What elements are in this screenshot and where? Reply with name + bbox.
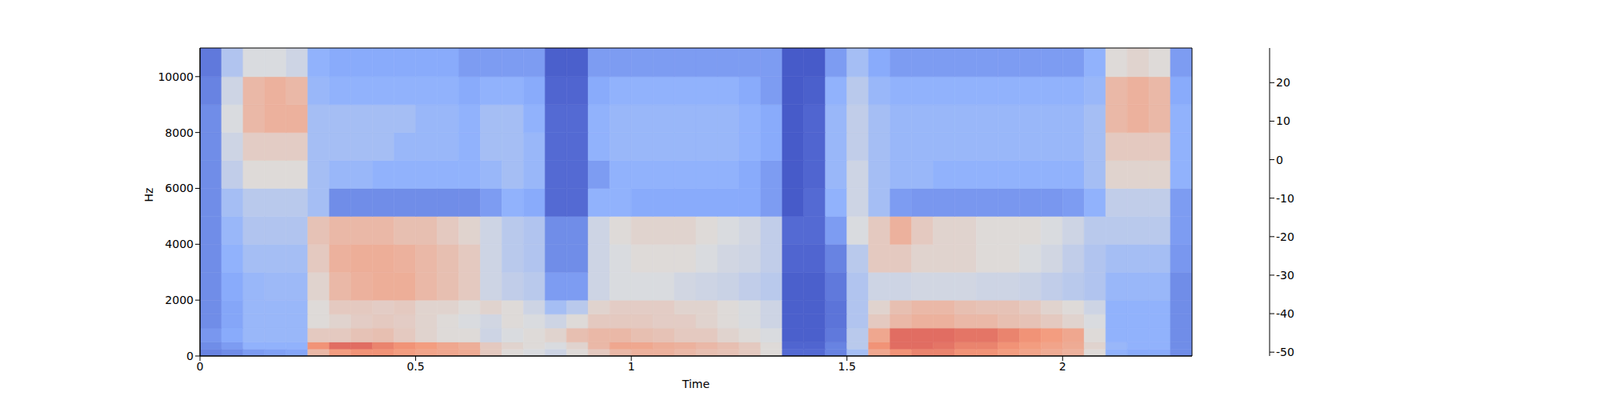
svg-text:4000: 4000 [164,237,194,251]
svg-text:0: 0 [1276,153,1284,167]
svg-text:0: 0 [196,360,204,373]
svg-text:-10: -10 [1276,192,1295,205]
svg-text:Time: Time [681,377,710,391]
svg-text:-20: -20 [1276,230,1295,244]
svg-text:-30: -30 [1276,268,1295,282]
svg-text:1.5: 1.5 [838,360,856,373]
svg-text:0: 0 [186,349,194,363]
svg-text:8000: 8000 [164,126,194,140]
svg-text:1: 1 [628,360,636,373]
svg-text:20: 20 [1276,76,1291,89]
svg-text:0.5: 0.5 [406,360,424,373]
svg-text:10: 10 [1276,114,1291,128]
svg-text:6000: 6000 [164,181,194,195]
svg-text:2000: 2000 [164,293,194,307]
svg-text:2: 2 [1059,360,1067,373]
svg-text:10000: 10000 [157,70,194,84]
svg-text:-50: -50 [1276,345,1295,359]
svg-text:Hz: Hz [142,188,156,203]
svg-text:-40: -40 [1276,307,1295,320]
